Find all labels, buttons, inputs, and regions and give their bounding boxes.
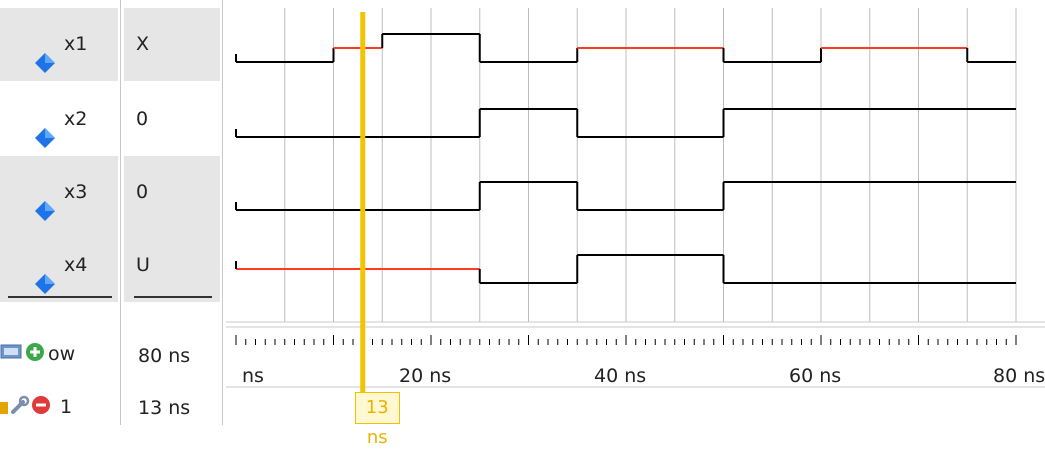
- ruler-label: 80 ns: [993, 365, 1045, 387]
- wrench-icon: [10, 394, 30, 420]
- signal-value-column: X 0 0 U 80 ns 13 ns: [124, 0, 220, 425]
- column-divider: [222, 0, 223, 425]
- value-separator: [134, 296, 212, 298]
- now-value: 80 ns: [138, 345, 191, 367]
- signal-value: U: [136, 254, 150, 276]
- signal-value: 0: [136, 181, 149, 203]
- ruler-label: ns: [242, 365, 264, 387]
- signal-diamond-icon: [34, 253, 56, 294]
- signal-row-x2[interactable]: x2: [0, 83, 118, 156]
- signal-diamond-icon: [34, 32, 56, 73]
- signal-diamond-icon: [34, 107, 56, 148]
- ruler-label: 60 ns: [789, 365, 841, 387]
- now-label: ow: [48, 343, 76, 365]
- value-row-x4: U: [124, 229, 220, 302]
- lock-icon: [0, 394, 10, 420]
- name-separator: [8, 296, 112, 298]
- signal-diamond-icon: [34, 180, 56, 221]
- cursor-row: 1: [0, 389, 72, 425]
- signal-value: 0: [136, 108, 149, 130]
- signal-name-column: x1 x2 x3 x4 ow 1: [0, 0, 118, 425]
- signal-name: x3: [64, 181, 88, 203]
- signal-row-x3[interactable]: x3: [0, 156, 118, 229]
- value-row-x2: 0: [124, 83, 220, 156]
- signal-name: x2: [64, 108, 88, 130]
- signal-row-x4[interactable]: x4: [0, 229, 118, 302]
- column-divider: [120, 0, 121, 425]
- ruler-label: 40 ns: [594, 365, 646, 387]
- remove-red-icon: [30, 394, 52, 420]
- signal-row-x1[interactable]: x1: [0, 8, 118, 81]
- signal-name: x4: [64, 254, 88, 276]
- value-row-x1: X: [124, 8, 220, 81]
- add-green-icon: [24, 341, 46, 367]
- screen-icon: [0, 342, 24, 366]
- ruler-label: 20 ns: [399, 365, 451, 387]
- value-row-x3: 0: [124, 156, 220, 229]
- cursor-time-label[interactable]: 13 ns: [354, 392, 400, 448]
- signal-value: X: [136, 33, 150, 55]
- cursor-index-label: 1: [60, 396, 73, 418]
- now-row: ow: [0, 336, 75, 372]
- signal-name: x1: [64, 33, 88, 55]
- waveform-canvas[interactable]: ns 20 ns 40 ns 60 ns 80 ns: [0, 0, 1045, 425]
- cursor-value: 13 ns: [138, 397, 191, 419]
